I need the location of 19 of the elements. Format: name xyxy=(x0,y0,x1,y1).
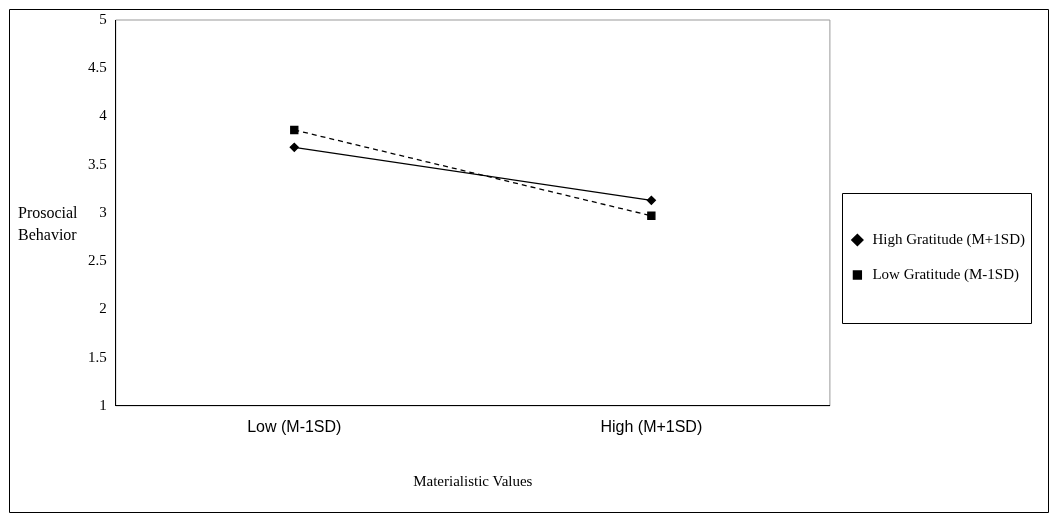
x-tick-label: Low (M-1SD) xyxy=(247,417,342,435)
point xyxy=(646,195,657,206)
x-axis-title: Materialistic Values xyxy=(413,472,533,489)
y-tick-label: 1 xyxy=(99,396,107,413)
legend-label: Low Gratitude (M-1SD) xyxy=(872,265,1020,283)
point xyxy=(647,211,656,220)
y-tick-label: 1.5 xyxy=(88,348,107,365)
y-tick-label: 2.5 xyxy=(88,252,107,269)
y-tick-label: 2 xyxy=(99,300,107,317)
y-axis-title: Prosocial Behavior xyxy=(18,204,79,244)
legend-label: High Gratitude (M+1SD) xyxy=(872,230,1025,248)
point xyxy=(289,142,299,152)
point xyxy=(290,125,299,135)
y-tick-label: 4.5 xyxy=(88,59,107,76)
y-tick-label: 4 xyxy=(99,107,108,124)
x-tick-label: High (M+1SD) xyxy=(600,417,703,435)
y-tick-label: 3.5 xyxy=(88,155,107,172)
y-tick-label: 5 xyxy=(99,10,107,27)
y-tick-label: 3 xyxy=(99,203,107,220)
